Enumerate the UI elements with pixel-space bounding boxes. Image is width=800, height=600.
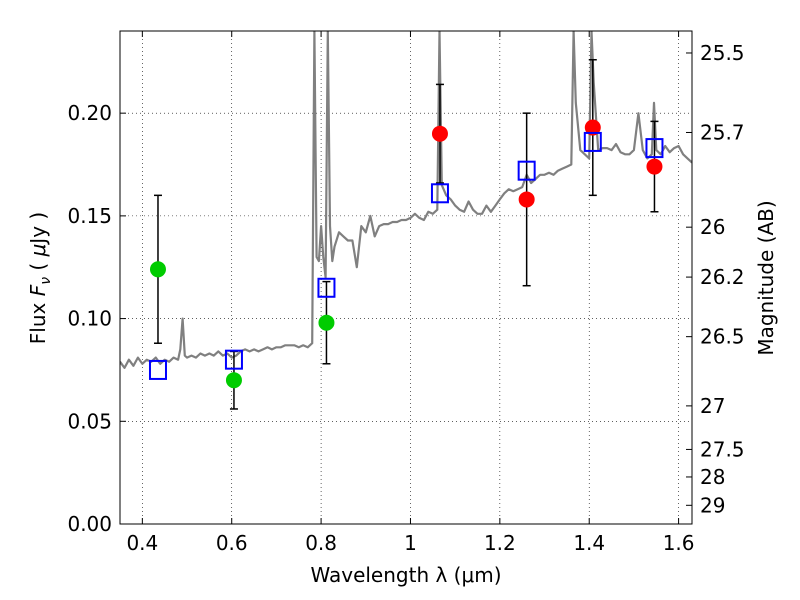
x-tick-label: 0.8 [305,531,337,555]
observed-flux-point [431,125,448,142]
model-flux-square [645,138,664,159]
observed-flux-point [518,191,535,208]
magnitude-tick-label: 25.7 [700,120,745,144]
x-tick-label: 1 [404,531,417,555]
y-axis-title-part: Flux [26,296,50,344]
y-tick-label: 0.10 [67,307,112,331]
y-axis-title: Flux Fν ( μJy ) [26,212,54,344]
axis-ticks: 0.4 0.6 0.8 1 1.2 1.4 1.6 0.00 0.05 0.10 0.15 0.20 2… [67,31,745,555]
plot-area [120,31,692,410]
magnitude-tick-label: 27 [700,394,725,418]
model-flux-square [317,277,336,298]
observed-flux-point [584,119,601,136]
x-axis-title: Wavelength λ (μm) [310,563,501,587]
plot-frame [119,30,693,525]
magnitude-tick-label: 28 [700,465,725,489]
model-flux-square [517,160,536,181]
magnitude-tick-label: 27.5 [700,437,745,461]
magnitude-axis-title: Magnitude (AB) [754,200,778,355]
data-layer [120,31,692,410]
x-tick-label: 1.6 [663,531,695,555]
model-flux-square [583,131,602,152]
y-tick-label: 0.05 [67,409,112,433]
observed-flux-point [225,372,242,389]
y-axis-title-part: ( [26,256,50,277]
x-tick-label: 0.6 [216,531,248,555]
x-tick-label: 1.4 [573,531,605,555]
observed-flux-point [149,261,166,278]
x-tick-label: 0.4 [126,531,158,555]
observed-flux-point [646,158,663,175]
model-flux-square [224,349,243,370]
y-tick-label: 0.00 [67,512,112,536]
y-axis-title-symbol: F [26,284,50,296]
model-flux-square [148,359,167,380]
y-tick-label: 0.20 [67,101,112,125]
y-axis-title-subscript: ν [38,277,54,285]
magnitude-tick-label: 26 [700,215,725,239]
grid-lines [120,31,692,524]
observed-flux-point [318,314,335,331]
magnitude-tick-label: 26.5 [700,325,745,349]
x-tick-label: 1.2 [484,531,516,555]
y-axis-title-part: Jy ) [26,212,50,246]
model-flux-square [430,183,449,204]
magnitude-tick-label: 25.5 [700,41,745,65]
y-axis-title-mu: μ [26,244,50,258]
magnitude-tick-label: 26.2 [700,265,745,289]
y-tick-label: 0.15 [67,204,112,228]
model-spectrum-line [120,31,692,369]
magnitude-tick-label: 29 [700,493,725,517]
